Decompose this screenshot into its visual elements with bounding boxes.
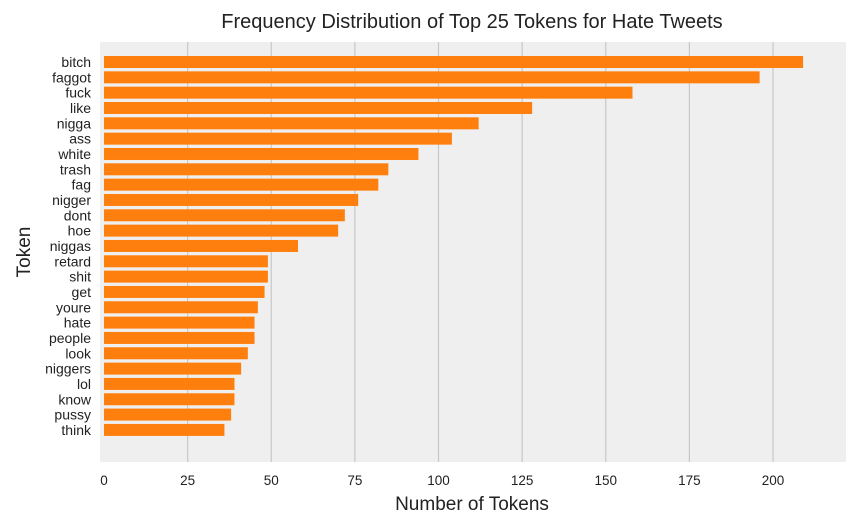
bar-hoe (104, 224, 339, 237)
x-tick-label-200: 200 (762, 473, 785, 488)
y-tick-labels: bitchfaggotfucklikeniggaasswhitetrashfag… (45, 54, 92, 438)
y-tick-label-hoe: hoe (68, 223, 92, 239)
chart-title: Frequency Distribution of Top 25 Tokens … (221, 11, 722, 33)
x-tick-label-75: 75 (347, 473, 362, 488)
bar-niggers (104, 362, 242, 375)
bar-white (104, 147, 419, 160)
bar-niggas (104, 239, 299, 252)
y-tick-label-ass: ass (69, 131, 91, 147)
y-tick-label-white: white (57, 146, 91, 162)
x-tick-labels: 0 25 50 75 100 125 150 175 200 (100, 473, 784, 488)
y-tick-label-people: people (49, 330, 91, 346)
x-tick-label-125: 125 (511, 473, 534, 488)
y-tick-label-fuck: fuck (65, 85, 92, 101)
y-tick-label-nigger: nigger (52, 192, 91, 208)
x-tick-label-0: 0 (100, 473, 108, 488)
bar-hate (104, 316, 255, 329)
bar-faggot (104, 71, 760, 84)
y-tick-label-faggot: faggot (52, 69, 91, 85)
bar-nigga (104, 117, 479, 130)
y-tick-label-lol: lol (77, 376, 91, 392)
y-axis-label: Token (14, 227, 35, 278)
bar-know (104, 393, 235, 406)
bar-dont (104, 209, 345, 222)
bar-get (104, 285, 265, 298)
x-tick-label-50: 50 (264, 473, 279, 488)
y-tick-label-trash: trash (60, 161, 91, 177)
bar-pussy (104, 408, 232, 421)
bar-youre (104, 301, 258, 314)
bar-retard (104, 255, 268, 268)
y-tick-label-youre: youre (56, 299, 91, 315)
x-tick-label-150: 150 (594, 473, 617, 488)
y-tick-label-get: get (72, 284, 92, 300)
bar-lol (104, 377, 235, 390)
x-tick-label-175: 175 (678, 473, 701, 488)
bars (104, 56, 804, 436)
y-tick-label-shit: shit (69, 269, 91, 285)
y-tick-label-dont: dont (64, 207, 91, 223)
y-tick-label-bitch: bitch (61, 54, 91, 70)
bar-fuck (104, 86, 633, 99)
y-tick-label-nigga: nigga (57, 115, 91, 131)
bar-people (104, 331, 255, 344)
y-tick-label-niggas: niggas (50, 238, 91, 254)
bar-bitch (104, 56, 804, 68)
bar-fag (104, 178, 379, 191)
bar-trash (104, 163, 389, 176)
bar-nigger (104, 193, 359, 206)
bar-shit (104, 270, 268, 283)
bar-ass (104, 132, 452, 145)
y-tick-label-pussy: pussy (54, 407, 91, 423)
y-tick-label-retard: retard (54, 253, 91, 269)
y-tick-label-look: look (65, 345, 92, 361)
x-axis-label: Number of Tokens (395, 494, 549, 515)
y-tick-label-like: like (70, 100, 91, 116)
y-tick-label-fag: fag (72, 177, 91, 193)
bar-think (104, 423, 225, 436)
bar-look (104, 347, 248, 360)
x-tick-label-100: 100 (427, 473, 450, 488)
y-tick-label-think: think (61, 422, 92, 438)
y-tick-label-niggers: niggers (45, 361, 91, 377)
x-tick-label-25: 25 (180, 473, 195, 488)
y-tick-label-hate: hate (64, 315, 91, 331)
bar-like (104, 101, 533, 114)
y-tick-label-know: know (58, 391, 92, 407)
